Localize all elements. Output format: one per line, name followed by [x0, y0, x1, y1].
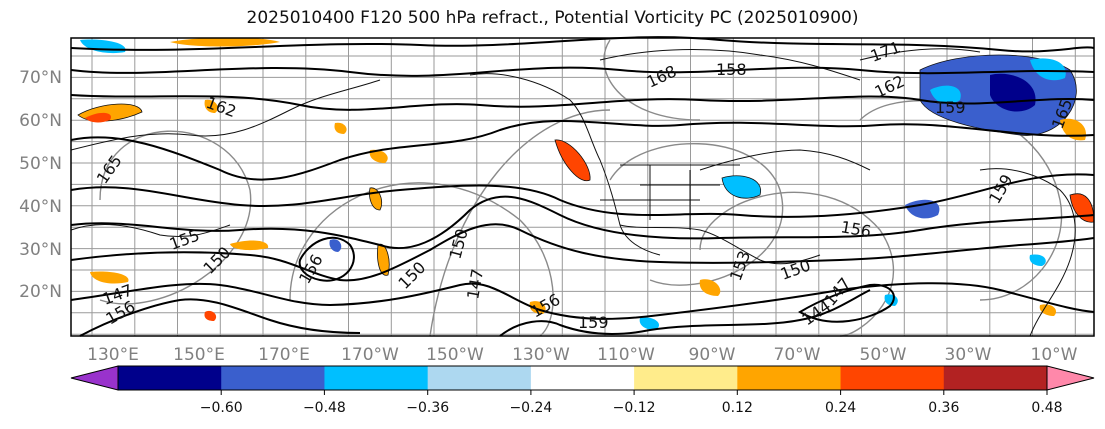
contour-line	[70, 119, 1095, 181]
colorbar-tick-label: −0.60	[200, 400, 243, 416]
coastline	[70, 79, 381, 151]
contour-line	[499, 289, 871, 337]
negative-anomaly	[721, 175, 761, 199]
colorbar-segment	[118, 366, 222, 390]
map-title: 2025010400 F120 500 hPa refract., Potent…	[246, 8, 859, 28]
positive-anomaly	[90, 271, 129, 284]
negative-anomaly	[930, 85, 961, 105]
lat-label: 30°N	[19, 240, 62, 260]
contour-line	[70, 94, 1095, 111]
colorbar-segment	[737, 366, 842, 390]
contour-line	[70, 36, 1095, 53]
coastline	[619, 224, 821, 265]
lat-label: 60°N	[19, 111, 62, 131]
lon-label: 130°E	[87, 345, 139, 365]
positive-anomaly	[170, 37, 280, 47]
coastline	[699, 149, 871, 171]
great-circle-arc	[603, 39, 701, 121]
longitude-labels: 130°E 150°E 170°E 170°W 150°W 130°W 110°…	[87, 345, 1078, 365]
lon-label: 10°W	[1031, 345, 1078, 365]
contour-line	[70, 282, 1095, 320]
colorbar-segment	[943, 366, 1048, 390]
lon-label: 90°W	[689, 345, 736, 365]
colorbar-segment	[530, 366, 635, 390]
positive-anomaly	[699, 279, 721, 296]
negative-anomaly	[1029, 254, 1046, 266]
coastline	[599, 49, 861, 81]
colorbar-segment	[221, 366, 325, 390]
colorbar-tick-label: 0.12	[722, 400, 753, 416]
colorbar-tick-label: 0.24	[825, 400, 856, 416]
positive-anomaly	[204, 99, 218, 113]
colorbar: −0.60 −0.48 −0.36 −0.24 −0.12 0.12 0.24 0.36 0.4…	[70, 365, 1095, 416]
colorbar-segments	[70, 365, 1095, 391]
colorbar-tick-label: 0.48	[1031, 400, 1062, 416]
great-circle-arc	[429, 109, 611, 337]
negative-anomaly	[1030, 58, 1066, 81]
contour-label: 158	[716, 60, 747, 79]
contour-line	[70, 195, 1095, 250]
lon-label: 150°W	[426, 345, 484, 365]
colorbar-extend-max	[1046, 365, 1095, 391]
contour-line	[79, 298, 361, 337]
lon-label: 150°E	[173, 345, 225, 365]
colorbar-segment	[324, 366, 429, 390]
height-contours	[70, 36, 1095, 337]
map-panel: 165 162 155 150 147 156 156 150 147 156 …	[70, 36, 1095, 337]
positive-anomaly	[334, 122, 347, 134]
negative-anomaly	[329, 239, 342, 252]
great-circle-arc	[289, 182, 554, 337]
colorbar-ticks: −0.60 −0.48 −0.36 −0.24 −0.12 0.12 0.24 0.36 0.4…	[200, 390, 1063, 416]
positive-anomaly	[230, 240, 269, 251]
contour-label: 159	[935, 98, 966, 117]
coastline	[979, 168, 1076, 337]
great-circle-arc	[99, 130, 252, 305]
lon-label: 70°W	[774, 345, 821, 365]
colorbar-segment	[427, 366, 532, 390]
contour-closed	[798, 283, 895, 323]
lon-label: 170°W	[341, 345, 399, 365]
colorbar-frame	[117, 365, 1048, 391]
colorbar-segment	[840, 366, 945, 390]
latitude-labels: 70°N 60°N 50°N 40°N 30°N 20°N	[19, 68, 62, 302]
contour-line	[70, 223, 1095, 282]
positive-anomaly	[1039, 304, 1057, 316]
colorbar-tick-label: 0.36	[928, 400, 959, 416]
lon-label: 30°W	[945, 345, 992, 365]
lat-label: 20°N	[19, 282, 62, 302]
great-circle-arc	[859, 100, 1063, 301]
positive-anomaly	[554, 139, 591, 182]
lon-label: 130°W	[512, 345, 570, 365]
positive-anomaly-core	[85, 112, 111, 123]
state-borders	[600, 164, 740, 230]
coastline	[859, 48, 981, 61]
contour-closed	[298, 236, 355, 282]
lon-label: 170°E	[258, 345, 310, 365]
lon-label: 50°W	[860, 345, 907, 365]
lat-label: 40°N	[19, 197, 62, 217]
positive-anomaly	[204, 310, 217, 321]
colorbar-tick-label: −0.48	[303, 400, 346, 416]
colorbar-extend-min	[70, 365, 119, 391]
lon-label: 110°W	[597, 345, 655, 365]
positive-anomaly	[369, 149, 388, 163]
lat-label: 70°N	[19, 68, 62, 88]
colorbar-segment	[634, 366, 738, 390]
colorbar-tick-label: −0.12	[613, 400, 656, 416]
negative-anomaly	[905, 199, 940, 219]
colorbar-tick-label: −0.24	[509, 400, 552, 416]
negative-anomaly	[639, 317, 660, 330]
lat-label: 50°N	[19, 154, 62, 174]
contour-line	[70, 66, 1095, 77]
contour-line	[70, 173, 1095, 218]
contour-label: 159	[578, 313, 609, 332]
colorbar-tick-label: −0.36	[406, 400, 449, 416]
map-frame	[70, 37, 1095, 337]
